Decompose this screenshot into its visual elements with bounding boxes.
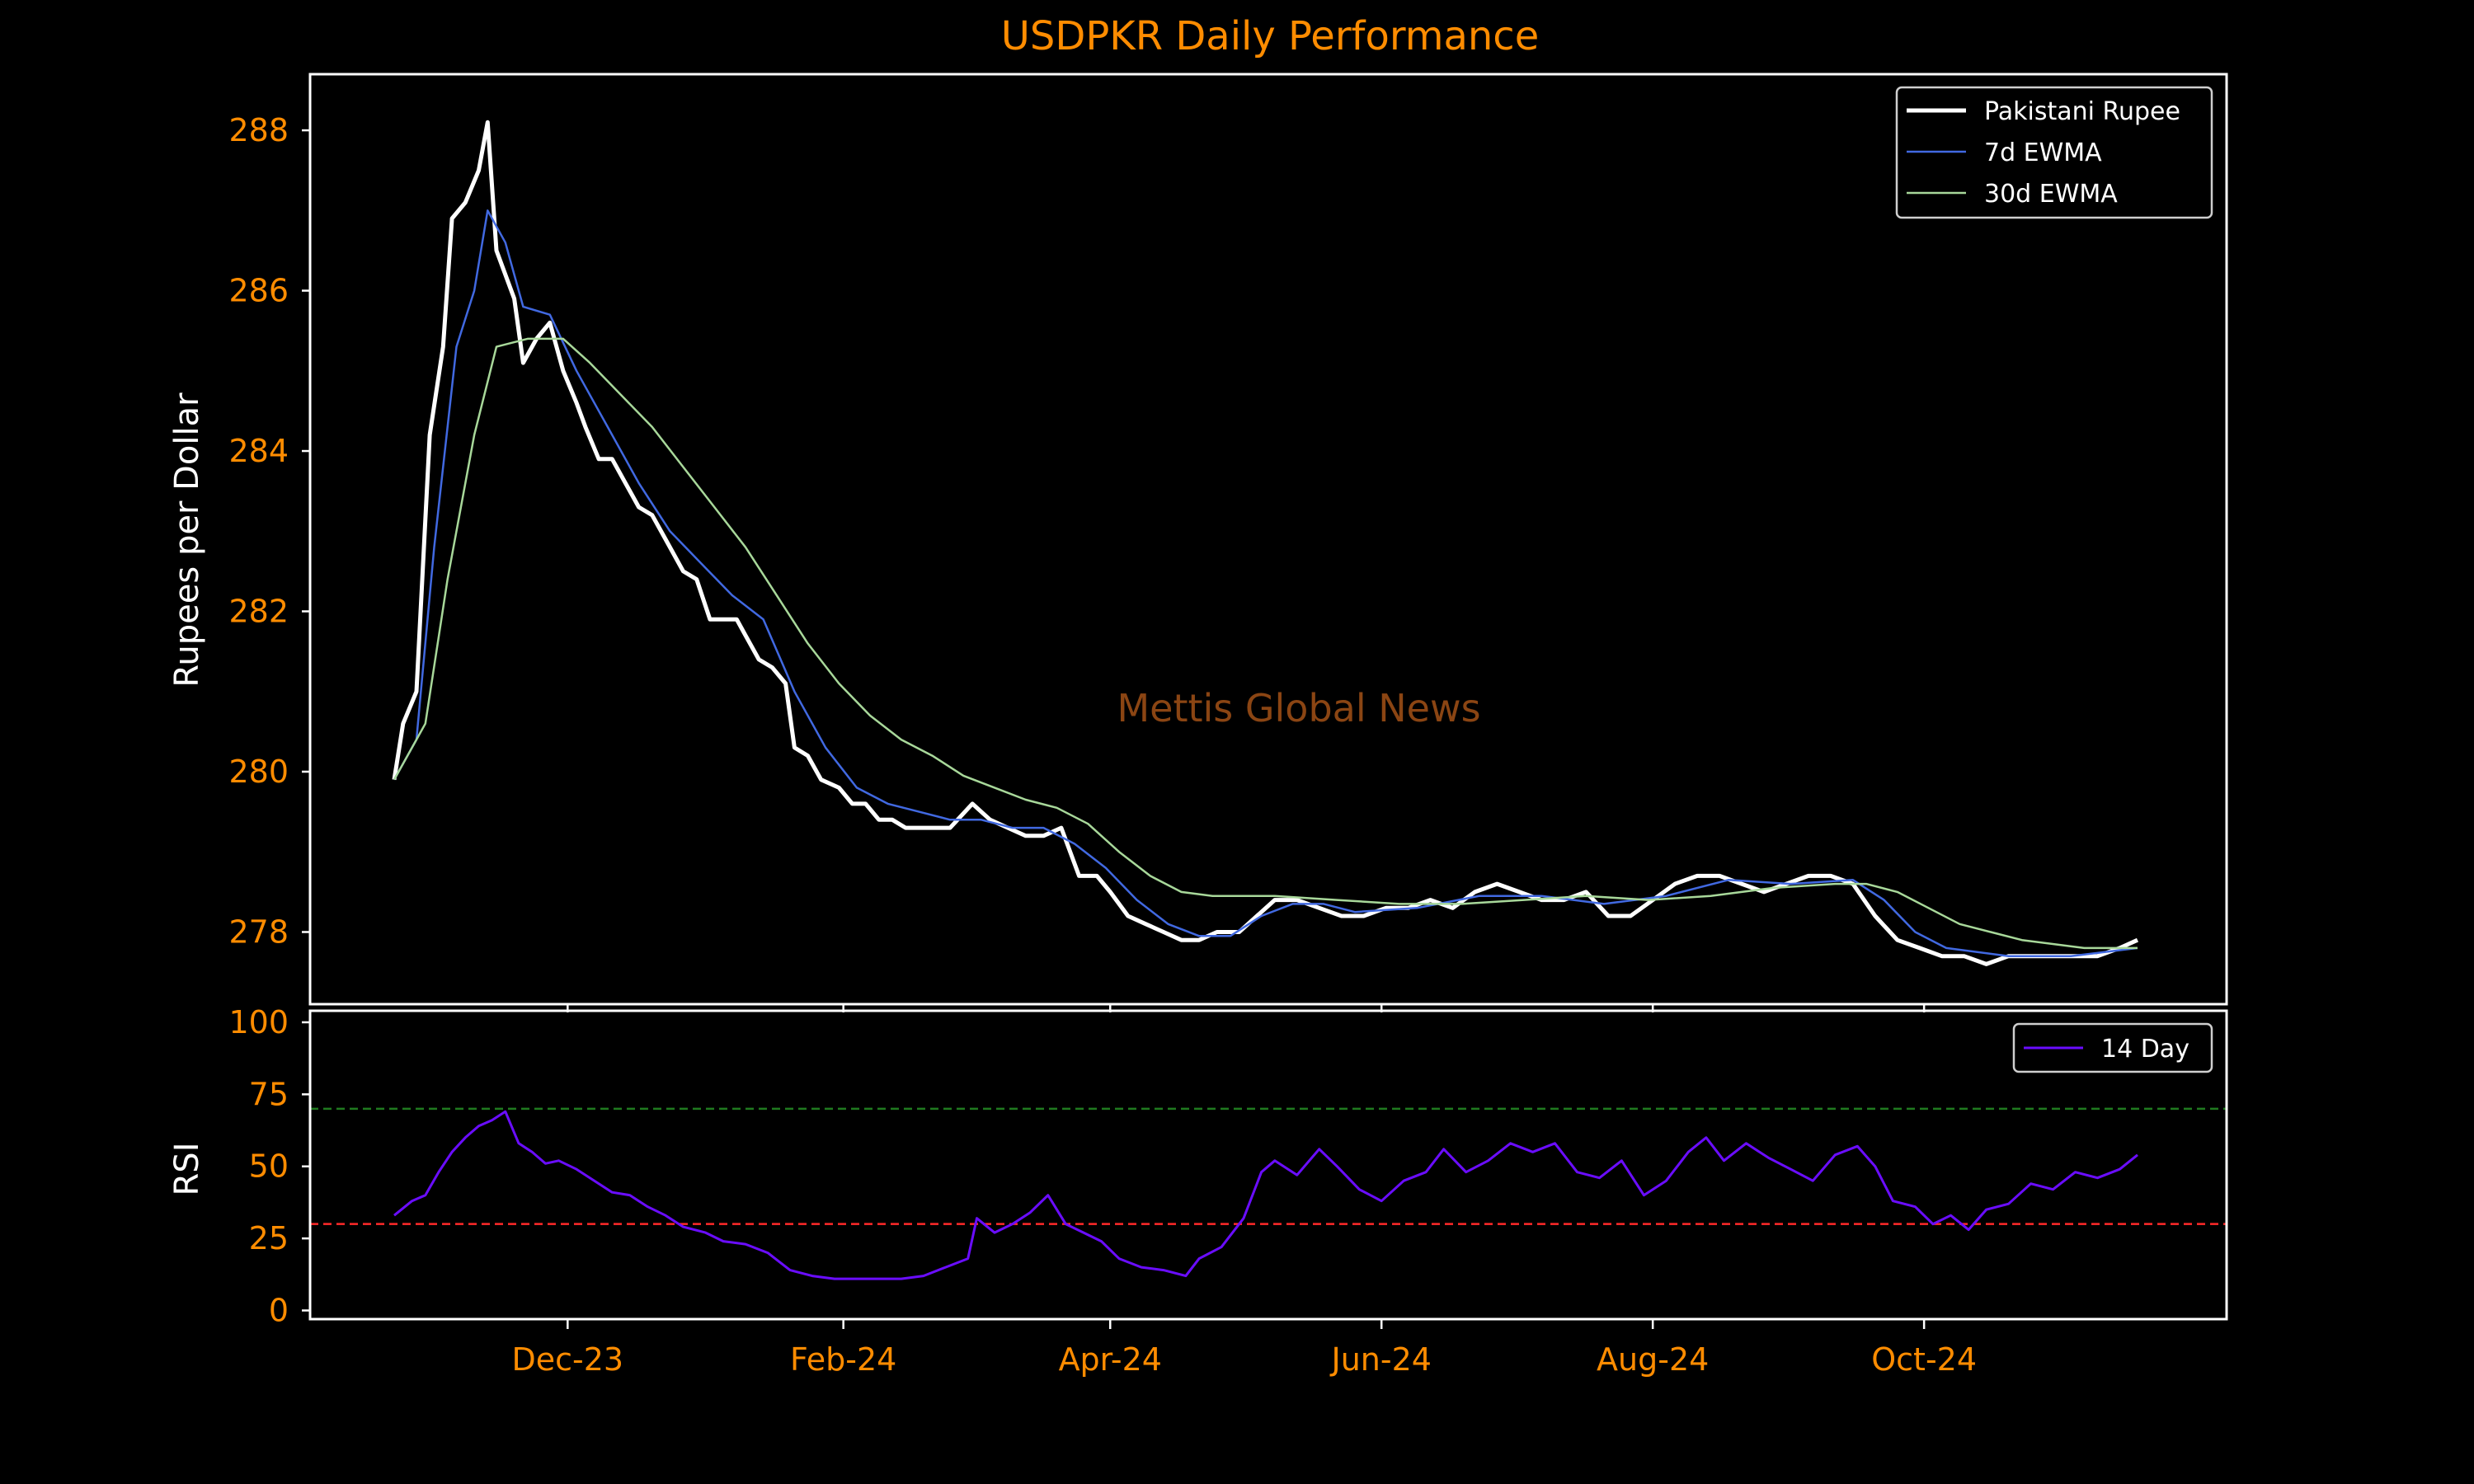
- price-y-ticks: 278 280 282 284 286 288: [228, 112, 310, 950]
- x-tick-label: Jun-24: [1329, 1341, 1431, 1378]
- rsi-y-tick-label: 50: [249, 1148, 289, 1185]
- rsi-panel-frame: [308, 1009, 2228, 1321]
- legend-box: [1895, 86, 2213, 219]
- rsi-y-axis-label: RSI: [168, 1143, 206, 1196]
- series-line-7d-ewma: [393, 209, 2138, 957]
- rsi-reference-lines: [310, 1107, 2227, 1225]
- rsi-legend: 14 Day: [2012, 1022, 2213, 1073]
- price-legend: Pakistani Rupee 7d EWMA 30d EWMA: [1895, 86, 2213, 219]
- watermark-text: Mettis Global News: [1117, 686, 1480, 730]
- legend-label-7d-ewma: 7d EWMA: [1984, 139, 2102, 167]
- shared-x-axis-ticks: Dec-23 Feb-24 Apr-24 Jun-24 Aug-24 Oct-24: [512, 1004, 1977, 1378]
- y-tick-label: 286: [228, 273, 289, 309]
- x-tick-label: Apr-24: [1059, 1341, 1162, 1378]
- x-tick-label: Feb-24: [790, 1341, 896, 1378]
- x-tick-label: Dec-23: [512, 1341, 624, 1378]
- price-series-group: [392, 120, 2139, 966]
- rsi-legend-box: [2012, 1022, 2213, 1073]
- price-panel: Rupees per Dollar Mettis Global News 278…: [168, 73, 2228, 1006]
- y-tick-label: 282: [228, 594, 289, 630]
- legend-label-30d-ewma: 30d EWMA: [1984, 180, 2118, 209]
- chart-title: USDPKR Daily Performance: [1001, 13, 1539, 59]
- x-tick-label: Aug-24: [1597, 1341, 1709, 1378]
- legend-label-pakistani-rupee: Pakistani Rupee: [1984, 97, 2180, 126]
- rsi-y-tick-label: 25: [249, 1220, 289, 1256]
- legend-label-14-day: 14 Day: [2101, 1035, 2189, 1064]
- price-y-axis-label: Rupees per Dollar: [168, 392, 206, 688]
- rsi-y-tick-label: 100: [228, 1004, 289, 1040]
- rsi-y-ticks: 0 25 50 75 100: [228, 1004, 310, 1329]
- series-line-30d-ewma: [393, 337, 2138, 950]
- y-tick-label: 284: [228, 433, 289, 469]
- rsi-series-group: [393, 1110, 2138, 1280]
- y-tick-label: 288: [228, 112, 289, 148]
- y-tick-label: 278: [228, 913, 289, 950]
- rsi-y-tick-label: 0: [269, 1293, 289, 1329]
- price-panel-frame: [308, 73, 2228, 1006]
- y-tick-label: 280: [228, 754, 289, 790]
- rsi-panel: RSI 0 25 50 75 100 14 Day: [168, 1004, 2228, 1329]
- rsi-y-tick-label: 75: [249, 1076, 289, 1112]
- series-line-14-day: [393, 1110, 2138, 1280]
- x-tick-label: Oct-24: [1871, 1341, 1977, 1378]
